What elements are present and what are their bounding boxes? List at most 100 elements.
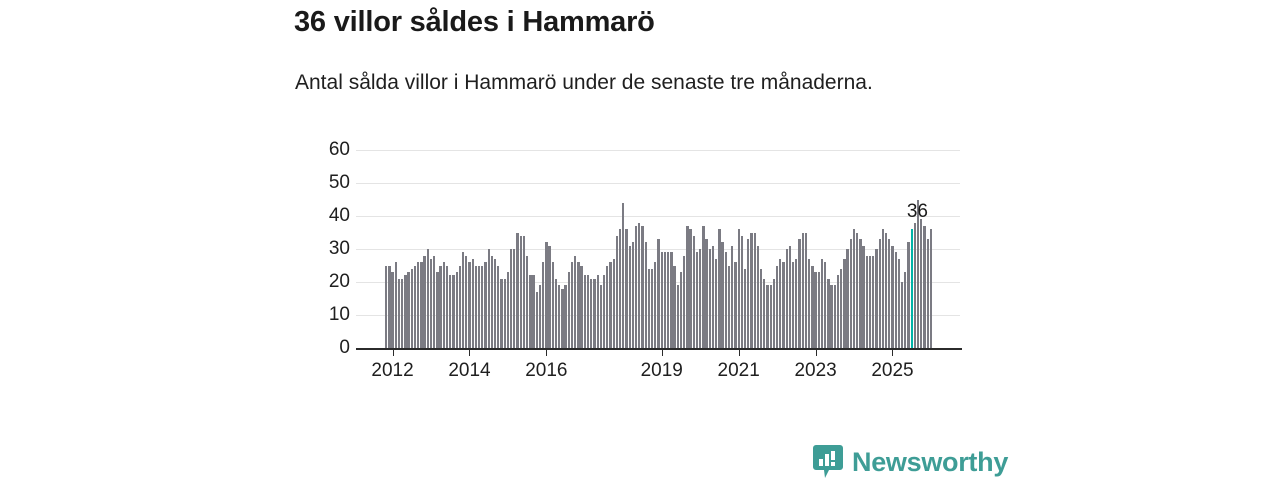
bar	[519, 235, 522, 348]
newsworthy-logo[interactable]: Newsworthy	[813, 442, 1008, 482]
y-tick-label: 40	[328, 205, 350, 226]
bar	[884, 232, 888, 348]
bar	[891, 245, 894, 348]
bar	[641, 225, 644, 348]
bar	[609, 262, 612, 348]
bar	[920, 219, 923, 348]
bar	[516, 232, 519, 348]
bar	[561, 288, 564, 348]
bar	[509, 249, 513, 348]
bar	[840, 268, 843, 348]
bar	[628, 245, 631, 348]
bar	[718, 229, 721, 348]
bar	[590, 278, 593, 348]
x-tick-label: 2014	[448, 360, 491, 381]
bar-highlighted	[910, 229, 913, 348]
bar	[529, 275, 532, 348]
bar	[458, 265, 461, 348]
y-tick-label: 10	[328, 304, 350, 325]
bar	[497, 265, 500, 348]
bar	[385, 265, 388, 348]
bar	[788, 245, 792, 348]
bar	[852, 229, 856, 348]
bar	[798, 239, 801, 348]
bar	[577, 262, 580, 348]
bar	[397, 278, 401, 348]
bar	[775, 265, 779, 348]
bar	[513, 249, 516, 348]
bar	[407, 272, 410, 348]
bar	[471, 258, 474, 348]
bar	[894, 252, 897, 348]
bar	[477, 265, 481, 348]
bar	[644, 242, 647, 348]
bar	[558, 285, 561, 348]
bar	[907, 242, 910, 348]
bar	[394, 262, 397, 348]
bar	[913, 222, 917, 348]
bar	[433, 255, 436, 348]
bar	[663, 252, 667, 348]
bar	[391, 272, 394, 348]
bar	[554, 278, 558, 348]
bar	[705, 239, 708, 348]
bar	[772, 278, 776, 348]
bar	[824, 262, 827, 348]
bar	[689, 229, 692, 348]
gridline	[356, 183, 960, 184]
bar	[830, 285, 833, 348]
bar	[801, 232, 804, 348]
bar	[759, 268, 763, 348]
bar	[468, 262, 471, 348]
bar	[804, 232, 808, 348]
bar	[843, 258, 846, 348]
x-tick-label: 2019	[640, 360, 683, 381]
bar	[856, 232, 859, 348]
bar	[618, 229, 622, 348]
bar	[727, 265, 731, 348]
bar	[878, 239, 881, 348]
bar	[683, 255, 686, 348]
bar	[670, 252, 673, 348]
bar	[686, 225, 689, 348]
x-tick	[892, 349, 894, 356]
bar	[769, 285, 772, 348]
bar	[731, 245, 734, 348]
bar	[695, 252, 699, 348]
bar	[567, 272, 570, 348]
bar	[888, 239, 891, 348]
bar	[692, 235, 695, 348]
bar	[673, 265, 676, 348]
bar	[702, 225, 705, 348]
bar	[493, 258, 497, 348]
page-subtitle: Antal sålda villor i Hammarö under de se…	[295, 71, 873, 94]
bar	[612, 258, 615, 348]
bar	[452, 275, 455, 348]
x-tick	[815, 349, 817, 356]
gridline	[356, 150, 960, 151]
bar	[724, 252, 727, 348]
bar	[820, 258, 824, 348]
bar-chart-speech-bubble-icon	[813, 445, 843, 478]
bar	[660, 252, 663, 348]
bar	[676, 285, 679, 348]
y-tick-label: 60	[328, 139, 350, 160]
x-tick	[738, 349, 740, 356]
x-tick	[392, 349, 394, 356]
bar	[791, 262, 795, 348]
bar	[808, 258, 811, 348]
bar	[897, 258, 901, 348]
bar	[923, 225, 926, 348]
x-tick	[661, 349, 663, 356]
bar	[814, 272, 817, 348]
bar	[436, 272, 439, 348]
bar	[417, 262, 420, 348]
bar	[465, 255, 468, 348]
bar	[596, 275, 599, 348]
bar	[445, 265, 449, 348]
y-tick-label: 50	[328, 172, 350, 193]
bar	[647, 268, 651, 348]
bar	[650, 268, 654, 348]
bar	[846, 249, 849, 348]
bar	[583, 275, 586, 348]
